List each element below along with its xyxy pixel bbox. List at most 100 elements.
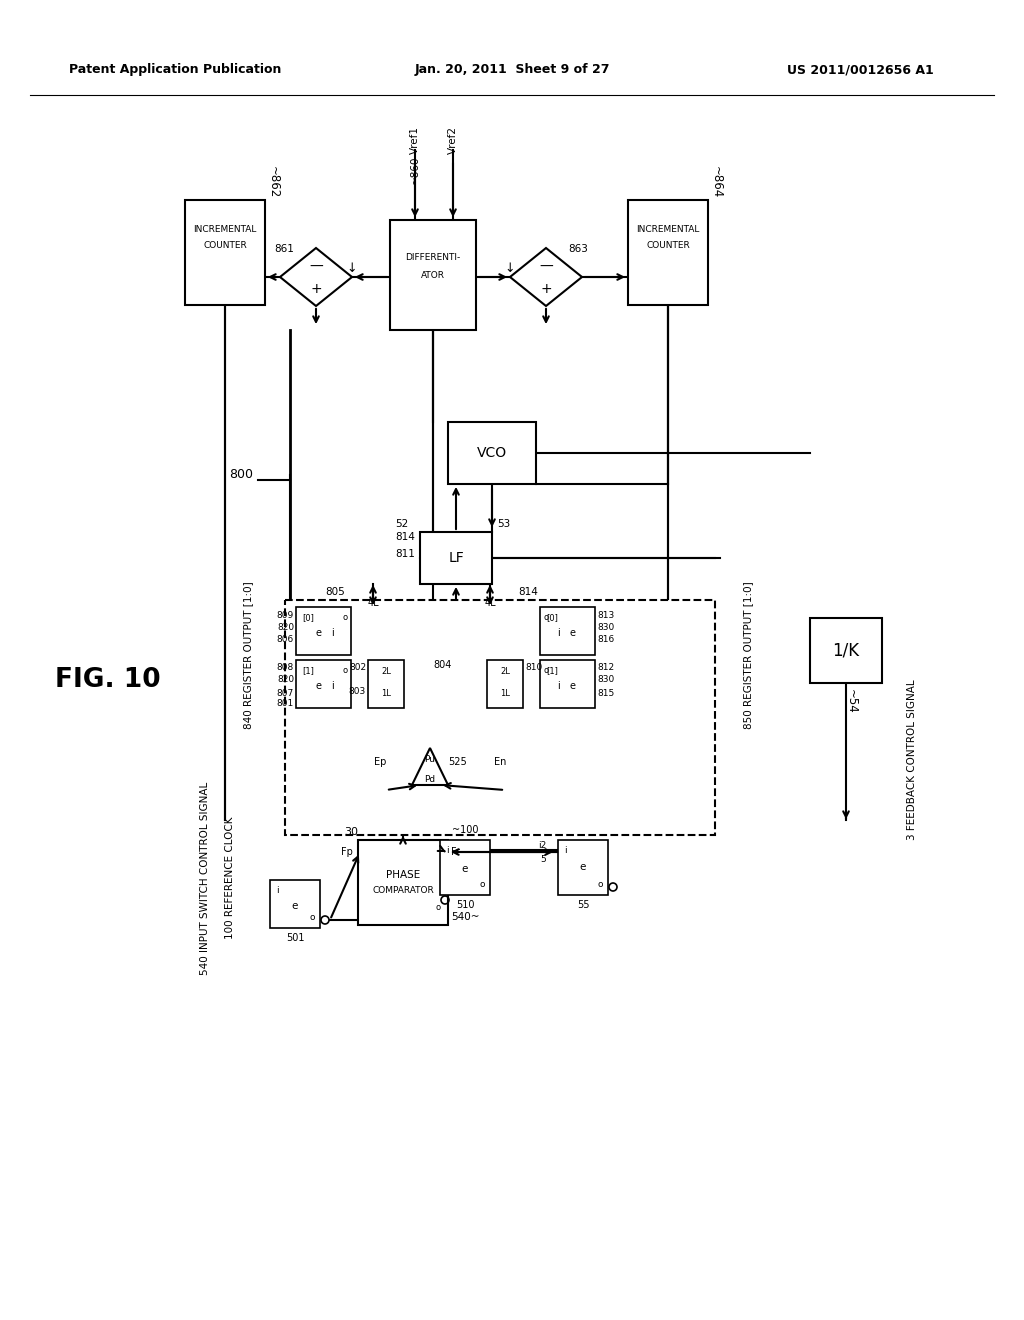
Bar	[628, 201, 708, 305]
Text: DIFFERENTI-: DIFFERENTI-	[406, 253, 461, 263]
Text: 861: 861	[274, 244, 294, 253]
Text: e: e	[570, 628, 575, 638]
Bar	[390, 220, 476, 330]
Text: 510: 510	[456, 900, 474, 909]
Text: i: i	[332, 628, 335, 638]
Text: 850 REGISTER OUTPUT [1:0]: 850 REGISTER OUTPUT [1:0]	[743, 581, 753, 729]
Text: 804: 804	[433, 660, 452, 671]
Text: COUNTER: COUNTER	[646, 240, 690, 249]
Text: FIG. 10: FIG. 10	[55, 667, 161, 693]
Text: Pu: Pu	[425, 755, 435, 764]
Text: 540~: 540~	[451, 912, 479, 921]
Text: [0]: [0]	[546, 612, 558, 622]
Text: 2L: 2L	[500, 668, 510, 676]
Text: ~54: ~54	[845, 689, 857, 713]
Text: 2L: 2L	[381, 668, 391, 676]
Text: o: o	[309, 913, 315, 921]
Text: COMPARATOR: COMPARATOR	[372, 886, 434, 895]
Text: +: +	[310, 282, 322, 296]
Bar	[440, 840, 490, 895]
Bar	[185, 201, 265, 305]
Text: Patent Application Publication: Patent Application Publication	[69, 63, 282, 77]
Text: LF: LF	[449, 550, 464, 565]
Text: 830: 830	[597, 676, 614, 685]
Text: Jan. 20, 2011  Sheet 9 of 27: Jan. 20, 2011 Sheet 9 of 27	[415, 63, 609, 77]
Text: 840 REGISTER OUTPUT [1:0]: 840 REGISTER OUTPUT [1:0]	[243, 581, 253, 729]
Text: Pd: Pd	[424, 776, 435, 784]
Text: 809: 809	[276, 610, 294, 619]
Text: i: i	[332, 681, 335, 690]
Text: o: o	[544, 667, 549, 675]
Text: 53: 53	[497, 519, 510, 529]
Text: [0]: [0]	[302, 612, 314, 622]
Text: VCO: VCO	[477, 446, 507, 459]
Text: e: e	[462, 865, 468, 874]
Text: e: e	[580, 862, 586, 873]
Text: [1]: [1]	[302, 667, 314, 675]
Text: 5: 5	[541, 855, 546, 865]
Text: 814: 814	[518, 587, 538, 597]
Bar	[558, 840, 608, 895]
Text: 800: 800	[229, 469, 253, 482]
Text: 525: 525	[449, 756, 467, 767]
Text: En: En	[494, 756, 506, 767]
Text: o: o	[343, 612, 348, 622]
Text: e: e	[292, 902, 298, 911]
Text: 100 REFERENCE CLOCK: 100 REFERENCE CLOCK	[225, 817, 234, 940]
Text: 802: 802	[349, 664, 366, 672]
Text: 1L: 1L	[500, 689, 510, 698]
Text: e: e	[570, 681, 575, 690]
Text: —: —	[309, 260, 323, 275]
Text: 801: 801	[276, 698, 294, 708]
Text: 540 INPUT SWITCH CONTROL SIGNAL: 540 INPUT SWITCH CONTROL SIGNAL	[200, 781, 210, 974]
Text: o: o	[435, 903, 440, 912]
Bar	[270, 880, 319, 928]
Text: o: o	[343, 667, 348, 675]
Text: o: o	[544, 612, 549, 622]
Text: 55: 55	[577, 900, 589, 909]
Text: 863: 863	[568, 244, 588, 253]
Text: +: +	[541, 282, 552, 296]
Text: 4L: 4L	[484, 598, 496, 609]
Text: 814: 814	[395, 532, 415, 543]
Text: i: i	[557, 681, 559, 690]
Text: o: o	[597, 880, 603, 888]
Text: 816: 816	[597, 635, 614, 644]
Text: Fr: Fr	[451, 847, 460, 857]
Text: 820: 820	[276, 676, 294, 685]
Bar	[487, 660, 523, 708]
Text: 3 FEEDBACK CONTROL SIGNAL: 3 FEEDBACK CONTROL SIGNAL	[907, 680, 918, 841]
Text: —: —	[539, 260, 553, 275]
Text: i: i	[276, 886, 279, 895]
Text: Vref1: Vref1	[410, 125, 420, 154]
Text: ATOR: ATOR	[421, 271, 445, 280]
Text: 30: 30	[344, 828, 358, 837]
Text: ~100: ~100	[452, 825, 478, 836]
Text: Vref2: Vref2	[449, 125, 458, 154]
Text: 1L: 1L	[381, 689, 391, 698]
Text: 806: 806	[276, 635, 294, 644]
Bar	[296, 660, 351, 708]
Bar	[540, 660, 595, 708]
Text: e: e	[315, 628, 321, 638]
Text: ↓: ↓	[347, 263, 357, 276]
Text: US 2011/0012656 A1: US 2011/0012656 A1	[786, 63, 933, 77]
Bar	[449, 422, 536, 484]
Bar	[296, 607, 351, 655]
Text: i: i	[564, 846, 566, 855]
Text: i: i	[446, 846, 449, 855]
Text: 830: 830	[597, 623, 614, 631]
Text: i: i	[557, 628, 559, 638]
Text: 805: 805	[326, 587, 345, 597]
Text: e: e	[315, 681, 321, 690]
Text: 812: 812	[597, 664, 614, 672]
Text: 810: 810	[525, 664, 543, 672]
Text: Ep: Ep	[374, 756, 386, 767]
Text: ~864: ~864	[710, 166, 723, 198]
Text: INCREMENTAL: INCREMENTAL	[636, 226, 699, 235]
Text: 1/K: 1/K	[833, 642, 859, 660]
Bar	[420, 532, 492, 583]
Text: o: o	[479, 880, 485, 888]
Text: 813: 813	[597, 610, 614, 619]
Bar	[358, 840, 449, 925]
